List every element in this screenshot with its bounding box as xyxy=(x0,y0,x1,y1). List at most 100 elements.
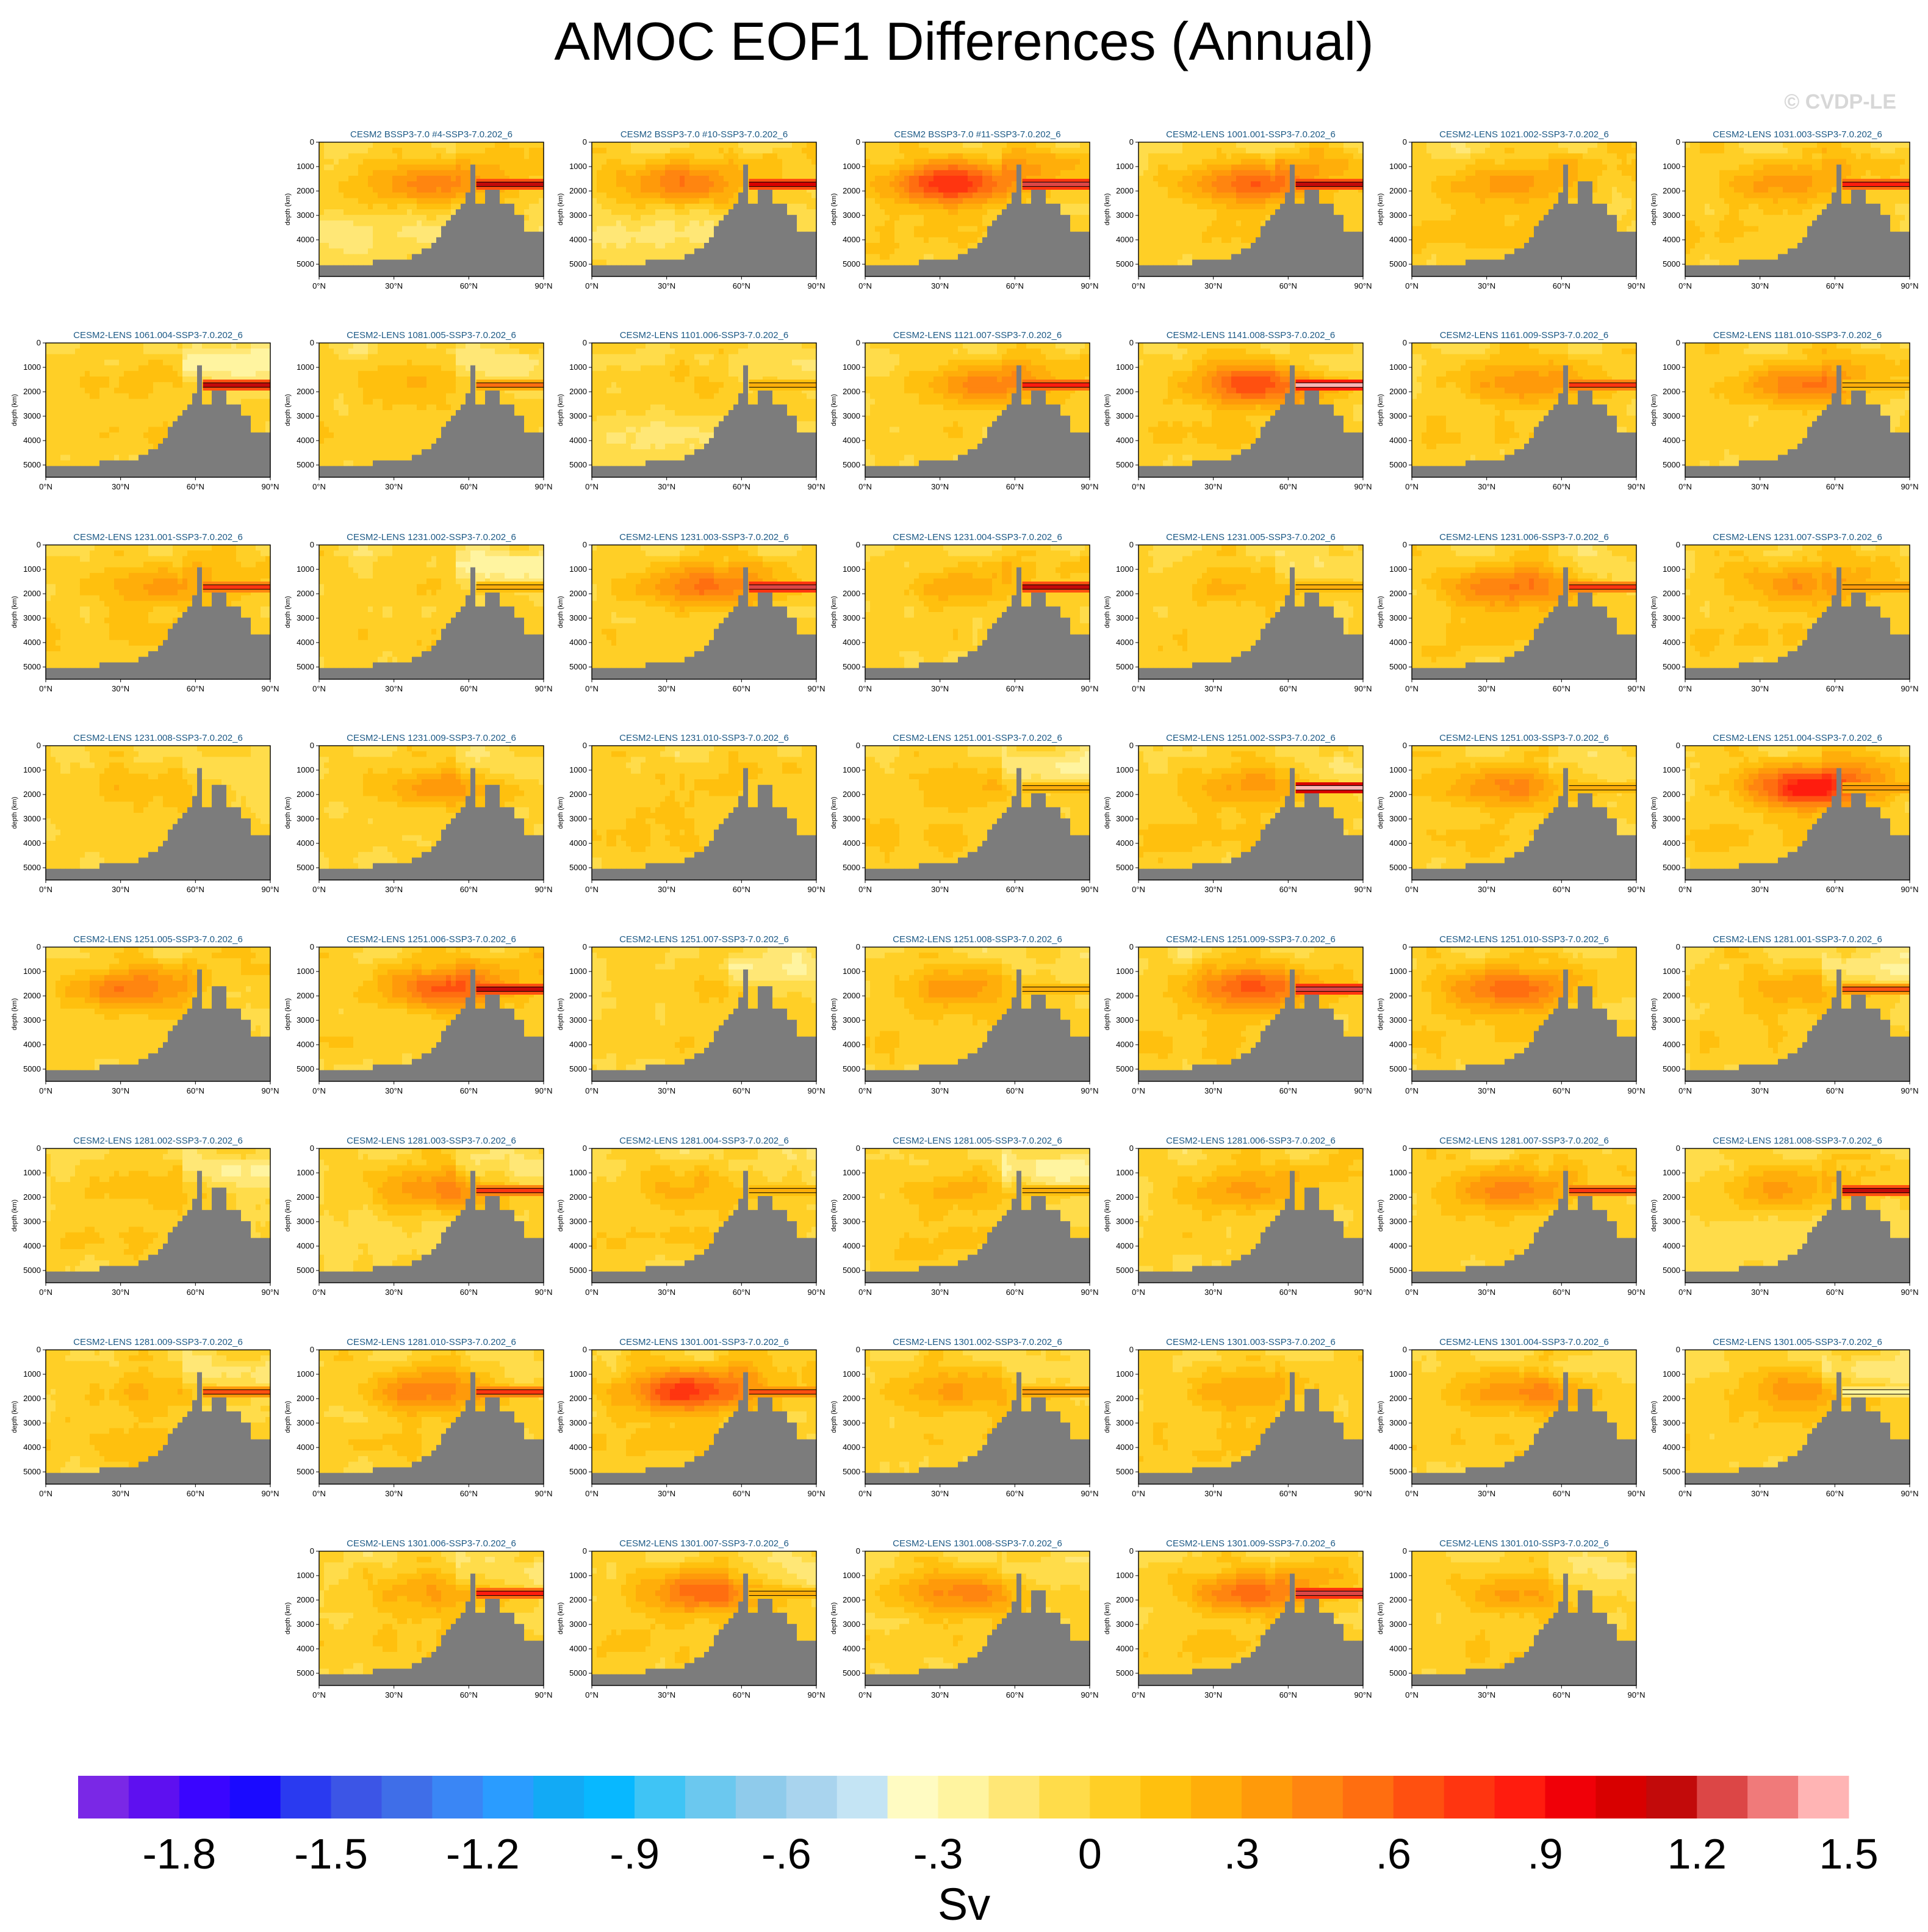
heatmap-cell xyxy=(397,153,403,159)
heatmap-cell xyxy=(402,148,408,154)
heatmap-cell xyxy=(1012,153,1017,159)
heatmap-cell xyxy=(865,181,871,187)
heatmap-cell xyxy=(763,271,768,277)
heatmap-cell xyxy=(728,181,734,187)
heatmap-cell xyxy=(383,232,388,238)
heatmap-cell xyxy=(456,232,461,238)
heatmap-cell xyxy=(689,198,695,204)
heatmap-cell xyxy=(373,187,378,193)
heatmap-cell xyxy=(451,148,456,154)
heatmap-cell xyxy=(641,165,646,171)
heatmap-cell xyxy=(514,215,520,221)
heatmap-cell xyxy=(670,237,675,243)
heatmap-cell xyxy=(948,187,954,193)
heatmap-cell xyxy=(475,198,481,204)
heatmap-cell xyxy=(714,198,719,204)
heatmap-cell xyxy=(378,204,383,210)
heatmap-cell xyxy=(626,226,631,232)
heatmap-cell xyxy=(592,204,597,210)
heatmap-cell xyxy=(948,159,954,165)
heatmap-cell xyxy=(753,260,758,266)
heatmap-cell xyxy=(319,187,325,193)
heatmap-cell xyxy=(1075,165,1081,171)
heatmap-cell xyxy=(953,170,959,176)
heatmap-cell xyxy=(753,254,758,260)
heatmap-cell xyxy=(466,220,471,226)
x-tick-label: 60°N xyxy=(460,281,478,290)
heatmap-cell xyxy=(1046,165,1051,171)
heatmap-cell xyxy=(768,254,773,260)
heatmap-cell xyxy=(665,265,671,272)
heatmap-cell xyxy=(738,237,744,243)
heatmap-cell xyxy=(899,142,905,148)
heatmap-cell xyxy=(509,170,515,176)
heatmap-cell xyxy=(378,254,383,260)
heatmap-cell xyxy=(992,170,998,176)
heatmap-cell xyxy=(1021,153,1027,159)
heatmap-cell xyxy=(782,237,788,243)
heatmap-cell xyxy=(329,220,334,226)
heatmap-cell xyxy=(680,209,685,215)
heatmap-cell xyxy=(392,198,398,204)
heatmap-cell xyxy=(534,153,539,159)
heatmap-cell xyxy=(592,265,597,272)
heatmap-cell xyxy=(699,226,705,232)
heatmap-cell xyxy=(606,232,612,238)
heatmap-cell xyxy=(650,181,656,187)
heatmap-cell xyxy=(675,260,680,266)
heatmap-cell xyxy=(1007,170,1012,176)
heatmap-cell xyxy=(807,204,812,210)
heatmap-cell xyxy=(329,232,334,238)
heatmap-cell xyxy=(704,260,710,266)
heatmap-cell xyxy=(982,170,988,176)
heatmap-cell xyxy=(724,159,729,165)
heatmap-cell xyxy=(500,193,505,199)
heatmap-cell xyxy=(417,209,422,215)
heatmap-cell xyxy=(728,232,734,238)
heatmap-cell xyxy=(592,220,597,226)
heatmap-cell xyxy=(919,170,924,176)
heatmap-cell xyxy=(480,237,486,243)
heatmap-cell xyxy=(899,181,905,187)
heatmap-cell xyxy=(597,237,602,243)
heatmap-cell xyxy=(997,165,1002,171)
heatmap-cell xyxy=(402,153,408,159)
heatmap-cell xyxy=(641,237,646,243)
heatmap-cell xyxy=(431,271,437,277)
heatmap-cell xyxy=(724,165,729,171)
heatmap-cell xyxy=(938,176,944,182)
heatmap-cell xyxy=(402,198,408,204)
heatmap-cell xyxy=(1046,170,1051,176)
heatmap-cell xyxy=(451,248,456,254)
heatmap-cell xyxy=(407,226,412,232)
heatmap-cell xyxy=(461,237,466,243)
heatmap-cell xyxy=(436,176,442,182)
heatmap-cell xyxy=(650,159,656,165)
heatmap-cell xyxy=(534,165,539,171)
heatmap-cell xyxy=(987,193,993,199)
heatmap-cell xyxy=(616,215,622,221)
heatmap-cell xyxy=(514,243,520,249)
heatmap-cell xyxy=(348,159,354,165)
heatmap-cell xyxy=(509,165,515,171)
heatmap-cell xyxy=(670,181,675,187)
heatmap-cell xyxy=(953,148,959,154)
heatmap-cell xyxy=(387,232,393,238)
heatmap-cell xyxy=(694,153,700,159)
heatmap-cell xyxy=(378,215,383,221)
heatmap-cell xyxy=(689,243,695,249)
heatmap-cell xyxy=(802,148,807,154)
heatmap-cell xyxy=(675,198,680,204)
heatmap-cell xyxy=(353,204,359,210)
heatmap-cell xyxy=(378,153,383,159)
heatmap-cell xyxy=(714,142,719,148)
heatmap-cell xyxy=(680,159,685,165)
heatmap-cell xyxy=(777,165,783,171)
heatmap-cell xyxy=(461,232,466,238)
heatmap-cell xyxy=(890,187,895,193)
heatmap-cell xyxy=(592,187,597,193)
heatmap-cell xyxy=(753,148,758,154)
heatmap-cell xyxy=(339,198,344,204)
heatmap-cell xyxy=(616,148,622,154)
heatmap-cell xyxy=(1031,159,1037,165)
